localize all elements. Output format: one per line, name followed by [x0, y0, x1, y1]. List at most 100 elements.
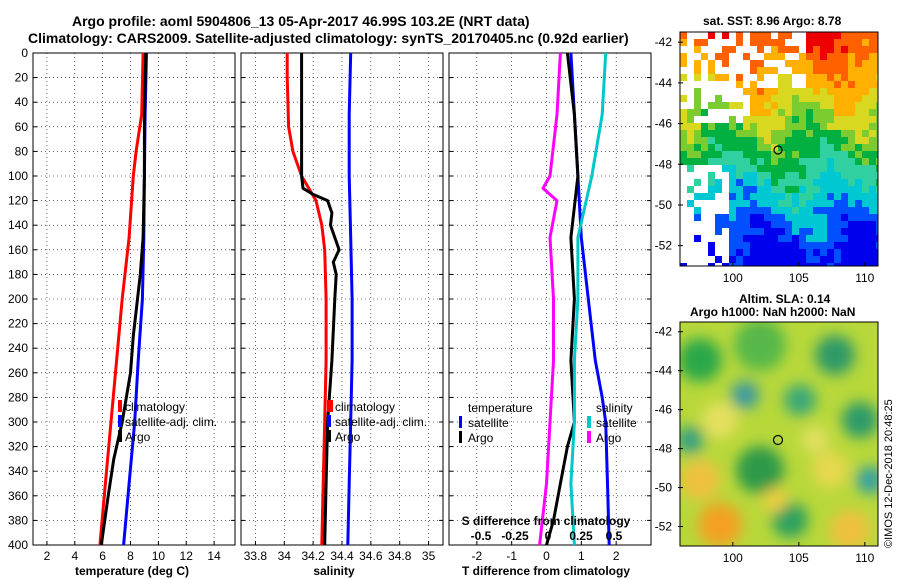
- map-lat-tick-label: -44: [655, 76, 673, 90]
- sst-pixel: [722, 74, 729, 81]
- sst-pixel: [743, 88, 750, 95]
- sst-pixel: [834, 165, 841, 172]
- sst-pixel: [771, 102, 778, 109]
- sst-pixel: [785, 193, 792, 200]
- sst-pixel: [729, 214, 736, 221]
- sst-pixel: [764, 95, 771, 102]
- sst-pixel: [820, 53, 827, 60]
- sst-pixel: [708, 32, 715, 39]
- sst-pixel: [757, 200, 764, 207]
- sst-pixel: [792, 200, 799, 207]
- sst-pixel: [855, 123, 862, 130]
- sst-pixel: [806, 102, 813, 109]
- sst-pixel: [806, 151, 813, 158]
- sst-pixel: [813, 60, 820, 67]
- sst-pixel: [792, 116, 799, 123]
- depth-tick-label: 80: [15, 144, 29, 158]
- sst-pixel: [827, 32, 834, 39]
- sst-pixel: [876, 144, 878, 151]
- sst-pixel: [806, 53, 813, 60]
- sst-pixel: [778, 186, 785, 193]
- map-lat-tick-label: -42: [655, 325, 673, 339]
- sst-pixel: [841, 102, 848, 109]
- sst-pixel: [827, 193, 834, 200]
- sst-pixel: [869, 242, 876, 249]
- sst-pixel: [820, 221, 827, 228]
- sst-pixel: [876, 88, 878, 95]
- sst-pixel: [820, 137, 827, 144]
- sst-pixel: [834, 46, 841, 53]
- sst-pixel: [869, 263, 876, 266]
- sst-pixel: [771, 214, 778, 221]
- sst-pixel: [799, 102, 806, 109]
- sst-pixel: [862, 200, 869, 207]
- sst-pixel: [708, 74, 715, 81]
- sla-blob: [680, 460, 720, 500]
- sst-pixel: [834, 60, 841, 67]
- sst-pixel: [806, 123, 813, 130]
- sst-pixel: [876, 39, 878, 46]
- sst-pixel: [757, 158, 764, 165]
- sst-pixel: [792, 158, 799, 165]
- map-lon-tick-label: 100: [723, 551, 743, 565]
- sst-pixel: [827, 221, 834, 228]
- sst-pixel: [750, 60, 757, 67]
- sst-pixel: [743, 214, 750, 221]
- sst-pixel: [827, 53, 834, 60]
- sst-pixel: [834, 109, 841, 116]
- s-diff-tick-label: 0: [545, 529, 552, 543]
- sst-pixel: [799, 207, 806, 214]
- sst-pixel: [743, 242, 750, 249]
- sst-pixel: [750, 228, 757, 235]
- sst-pixel: [736, 158, 743, 165]
- sst-pixel: [680, 137, 687, 144]
- sst-pixel: [869, 130, 876, 137]
- sst-pixel: [876, 193, 878, 200]
- sst-pixel: [862, 137, 869, 144]
- sla-blob: [698, 503, 742, 546]
- sst-pixel: [841, 130, 848, 137]
- sst-pixel: [876, 207, 878, 214]
- sst-pixel: [771, 123, 778, 130]
- sst-pixel: [785, 102, 792, 109]
- sst-pixel: [778, 151, 785, 158]
- sst-pixel: [869, 102, 876, 109]
- sst-pixel: [827, 130, 834, 137]
- sst-pixel: [792, 193, 799, 200]
- sst-pixel: [862, 256, 869, 263]
- legend-label-salinity-satellite: satellite: [596, 416, 637, 430]
- sst-pixel: [792, 228, 799, 235]
- legend-swatch-temperature-satellite: [459, 416, 462, 428]
- sst-pixel: [813, 123, 820, 130]
- sst-pixel: [778, 158, 785, 165]
- sst-pixel: [841, 46, 848, 53]
- sst-pixel: [785, 109, 792, 116]
- x-tick-label: 14: [207, 549, 221, 563]
- sst-pixel: [729, 228, 736, 235]
- sst-pixel: [785, 144, 792, 151]
- sst-pixel: [785, 158, 792, 165]
- sst-pixel: [680, 123, 687, 130]
- sst-pixel: [687, 165, 694, 172]
- sst-pixel: [792, 214, 799, 221]
- sst-pixel: [855, 235, 862, 242]
- sst-pixel: [729, 165, 736, 172]
- sst-pixel: [736, 200, 743, 207]
- sst-pixel: [792, 67, 799, 74]
- depth-tick-label: 120: [8, 194, 28, 208]
- sst-pixel: [876, 130, 878, 137]
- sst-pixel: [813, 221, 820, 228]
- sst-pixel: [834, 130, 841, 137]
- sst-pixel: [694, 214, 701, 221]
- sst-pixel: [813, 130, 820, 137]
- legend-label-salinity-argo: Argo: [596, 431, 622, 445]
- sst-pixel: [869, 123, 876, 130]
- sst-pixel: [778, 172, 785, 179]
- sst-pixel: [813, 95, 820, 102]
- sst-pixel: [855, 60, 862, 67]
- sst-pixel: [834, 200, 841, 207]
- sst-pixel: [876, 137, 878, 144]
- sst-pixel: [764, 116, 771, 123]
- sst-pixel: [876, 221, 878, 228]
- sst-pixel: [841, 242, 848, 249]
